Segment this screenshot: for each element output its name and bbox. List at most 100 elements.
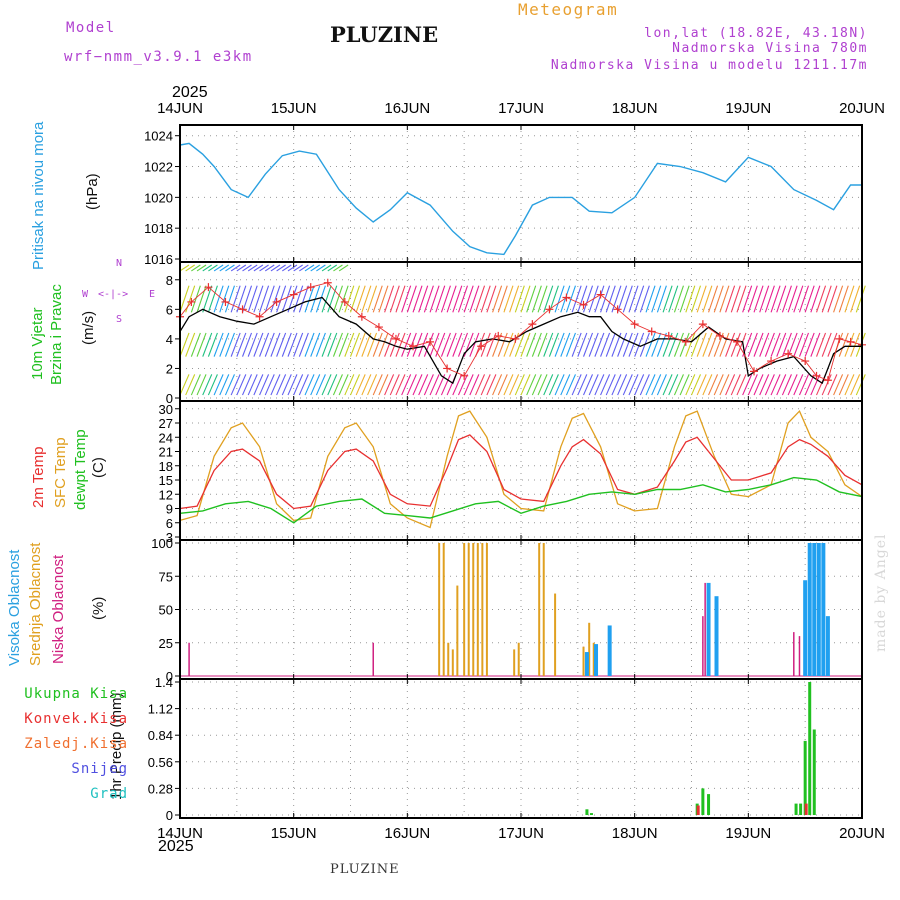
wind-barb — [827, 332, 838, 357]
wind-barb — [759, 332, 770, 357]
wind-barb — [236, 264, 247, 272]
gust-marker — [812, 371, 821, 380]
wind-barb — [588, 374, 599, 396]
wind-barb — [702, 374, 713, 396]
wind-barb — [821, 374, 832, 396]
wind-barb — [298, 285, 309, 313]
gust-marker — [528, 320, 537, 329]
wind-barb — [770, 374, 781, 396]
gust-marker — [238, 305, 247, 314]
wind-barb — [440, 374, 451, 396]
x-tick-label: 19JUN — [725, 100, 771, 117]
wind-barb — [213, 264, 224, 272]
wind-barb — [224, 374, 235, 396]
wind-barb — [696, 374, 707, 396]
wind-barb — [469, 332, 480, 357]
wind-barb — [520, 285, 531, 313]
cloud-bar — [704, 582, 706, 676]
wind-barb — [389, 374, 400, 396]
wind-barb — [281, 332, 292, 357]
wind-barb — [361, 374, 372, 396]
wind-barb — [560, 332, 571, 357]
wind-barb — [514, 374, 525, 396]
wind-barb — [270, 285, 281, 313]
wind-barb — [213, 332, 224, 357]
wind-barb — [333, 264, 343, 272]
wind-barb — [401, 332, 412, 357]
temp-2m-line — [179, 434, 863, 510]
wind-barb — [406, 285, 417, 313]
wind-barb — [520, 332, 531, 357]
cloud-bar — [472, 543, 475, 676]
wind-barb — [202, 264, 213, 272]
wind-barb — [571, 332, 582, 357]
wind-barb — [645, 374, 656, 396]
wind-barb — [526, 374, 537, 396]
wind-barb — [196, 285, 207, 313]
wind-barb — [304, 264, 315, 272]
gust-marker — [255, 312, 264, 321]
y-tick-label: 15 — [159, 473, 173, 488]
gust-marker — [289, 290, 298, 299]
cloud-bar — [803, 580, 808, 676]
wind-barb — [611, 374, 622, 396]
y-tick-label: 6 — [166, 516, 173, 531]
gust-marker — [767, 357, 776, 366]
x-tick-label: 18JUN — [612, 100, 658, 117]
wind-barb — [679, 332, 690, 357]
gust-marker — [784, 349, 793, 358]
wind-barb — [196, 374, 207, 396]
wind-barb — [230, 332, 241, 357]
wind-barb — [537, 374, 548, 396]
wind-barb — [781, 332, 792, 357]
y-tick-label: 1.4 — [155, 675, 173, 690]
wind-barb — [838, 374, 849, 396]
wind-barb — [315, 332, 326, 357]
wind-barb — [276, 264, 286, 272]
gust-marker — [750, 367, 759, 376]
cloud-bar — [706, 582, 711, 676]
wind-barb — [736, 285, 747, 313]
wind-barb — [577, 332, 588, 357]
wind-barb — [389, 285, 400, 313]
wind-barb — [344, 374, 355, 396]
wind-barb — [287, 264, 298, 272]
wind-barb — [531, 285, 542, 313]
wind-barb — [673, 332, 684, 357]
y-tick-label: 1022 — [144, 160, 173, 175]
y-tick-label: 9 — [166, 502, 173, 517]
wind-barb — [480, 285, 491, 313]
cloud-bar — [538, 543, 541, 676]
wind-barb — [725, 332, 736, 357]
wind-barb — [264, 374, 275, 396]
wind-barb — [770, 332, 781, 357]
gust-marker — [801, 357, 810, 366]
wind-barb — [628, 285, 639, 313]
wind-barb — [719, 332, 730, 357]
model-name: wrf−nmm_v3.9.1 e3km — [64, 49, 253, 65]
wind-barb — [804, 285, 815, 313]
wind-barb — [304, 285, 315, 313]
wind-barb — [793, 285, 804, 313]
gust-marker — [221, 297, 230, 306]
wind-barb — [225, 264, 235, 272]
wind-barb — [634, 332, 645, 357]
gust-marker — [715, 331, 724, 340]
wind-barb — [844, 332, 855, 357]
wind-barb — [196, 264, 207, 272]
wind-barb — [287, 374, 298, 396]
wind-barb — [241, 285, 253, 313]
wind-barb — [185, 374, 196, 396]
y-tick-label: 1024 — [144, 129, 173, 144]
wind-barb — [344, 285, 355, 313]
cloud-bar — [513, 649, 516, 676]
wind-barb — [208, 264, 218, 272]
cloud-bar — [793, 632, 795, 676]
precip-bar — [794, 803, 798, 815]
wind-barb — [776, 285, 787, 313]
wind-barb — [605, 374, 616, 396]
y-tick-label: 100 — [151, 536, 173, 551]
wind-barb — [224, 285, 235, 313]
wind-barb — [452, 374, 463, 396]
gust-marker — [596, 290, 605, 299]
